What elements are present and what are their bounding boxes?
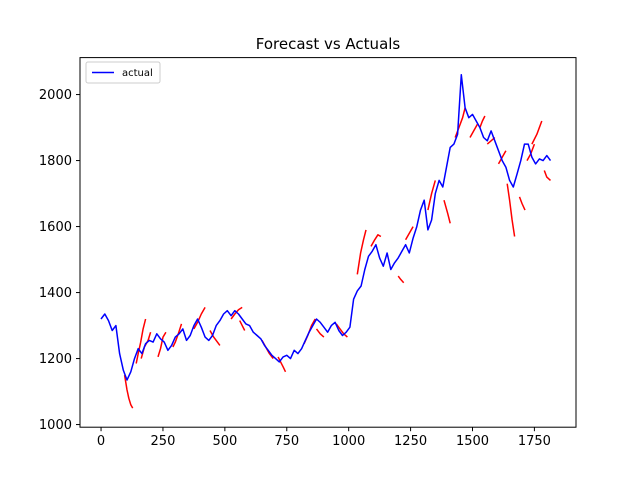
x-tick-label: 750 xyxy=(274,434,299,449)
forecast-line-segment xyxy=(193,307,206,330)
forecast-line-segment xyxy=(479,115,486,128)
forecast-line-segment xyxy=(397,275,405,284)
forecast-line-segment xyxy=(506,183,516,237)
forecast-line-segment xyxy=(172,323,183,348)
forecast-line-segment xyxy=(543,170,551,181)
forecast-line-segment xyxy=(497,150,507,165)
y-tick-label: 1200 xyxy=(39,352,72,367)
forecast-line-segment xyxy=(335,323,348,338)
forecast-line-segment xyxy=(277,356,287,373)
x-tick-label: 1000 xyxy=(332,434,365,449)
plot-area xyxy=(100,74,552,409)
forecast-line-segment xyxy=(315,328,325,338)
legend-label-actual: actual xyxy=(122,68,153,79)
axes-frame xyxy=(79,57,577,428)
y-tick-label: 1400 xyxy=(39,286,72,301)
forecast-line-segment xyxy=(135,318,147,364)
forecast-line-segment xyxy=(370,234,382,247)
forecast-line-segment xyxy=(239,320,246,331)
forecast-line-segment xyxy=(427,180,437,211)
chart-title: Forecast vs Actuals xyxy=(256,35,401,53)
forecast-line-segment xyxy=(469,123,479,138)
y-tick-label: 2000 xyxy=(39,88,72,103)
forecast-line-segment xyxy=(209,330,221,346)
x-tick-label: 500 xyxy=(212,434,237,449)
forecast-line-segment xyxy=(123,374,134,409)
forecast-line-segment xyxy=(404,226,414,241)
x-tick-label: 0 xyxy=(97,434,105,449)
x-tick-label: 1250 xyxy=(394,434,427,449)
y-tick-label: 1800 xyxy=(39,154,72,169)
y-tick-label: 1000 xyxy=(39,418,72,433)
series-line-actual xyxy=(100,74,552,381)
legend: actual xyxy=(85,61,161,84)
forecast-line-segment xyxy=(518,196,526,211)
y-tick-label: 1600 xyxy=(39,220,72,235)
axes: 0 250 500 750 1000 1250 1500 1750 1000 1200 1400 16… xyxy=(39,57,577,449)
forecast-line-segment xyxy=(531,120,543,145)
x-tick-label: 1500 xyxy=(456,434,489,449)
forecast-line-segment xyxy=(157,331,167,358)
forecast-line-segment xyxy=(356,229,367,275)
forecast-line-segment xyxy=(443,199,451,224)
x-tick-label: 250 xyxy=(151,434,176,449)
legend-box xyxy=(85,61,161,84)
x-tick-label: 1750 xyxy=(518,434,551,449)
